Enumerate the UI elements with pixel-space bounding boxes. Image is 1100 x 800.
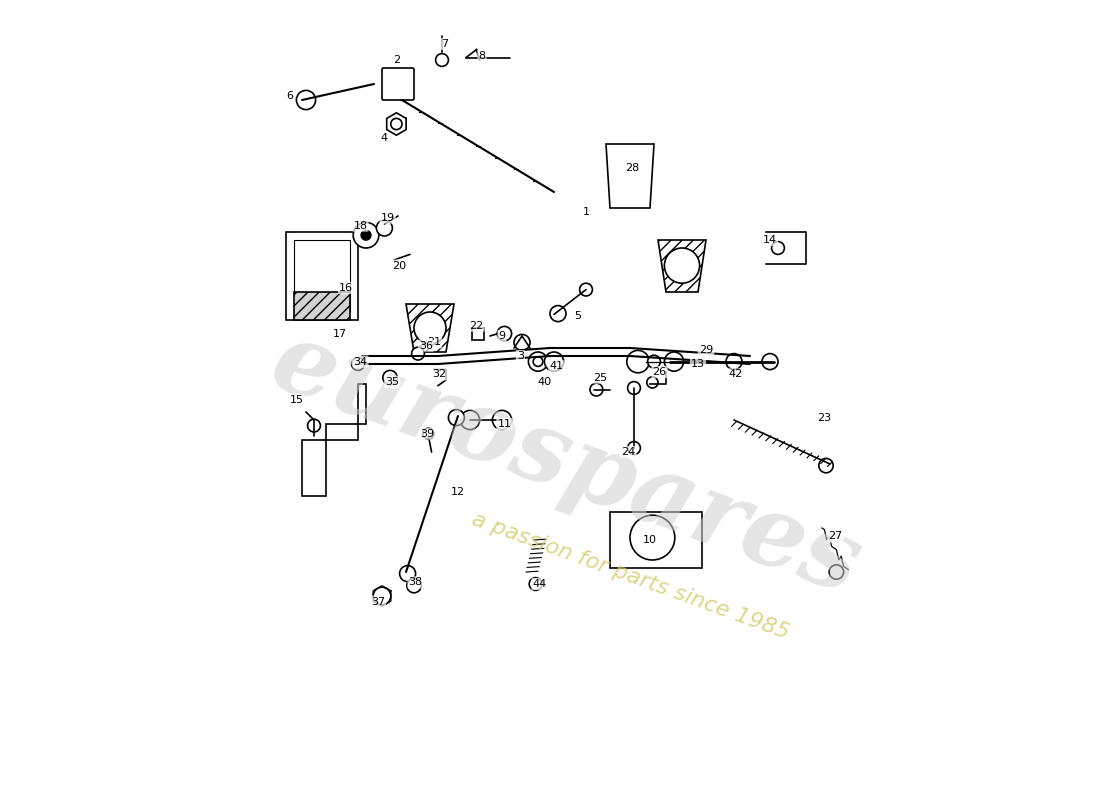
Text: 44: 44 [532,579,547,589]
Text: 15: 15 [289,395,304,405]
Circle shape [529,578,542,590]
Circle shape [361,230,371,240]
Text: 11: 11 [497,419,512,429]
Polygon shape [658,240,706,292]
Text: 23: 23 [817,413,832,422]
Text: 25: 25 [593,373,607,382]
Circle shape [449,410,464,426]
Text: 19: 19 [381,213,395,222]
Circle shape [580,283,593,296]
Circle shape [664,352,683,371]
Circle shape [528,352,548,371]
Circle shape [390,118,402,130]
Text: 5: 5 [574,311,582,321]
Text: 26: 26 [652,367,667,377]
Polygon shape [610,512,702,568]
Text: 17: 17 [332,330,346,339]
Text: 22: 22 [470,321,484,330]
Circle shape [376,220,393,236]
Circle shape [648,355,660,368]
Circle shape [353,222,378,248]
Circle shape [762,354,778,370]
Circle shape [771,242,784,254]
Circle shape [407,578,421,593]
Bar [294,240,350,312]
Circle shape [514,334,530,350]
Text: 10: 10 [644,535,657,545]
Text: 6: 6 [286,91,294,101]
Text: 9: 9 [498,331,506,341]
Text: 20: 20 [393,261,407,270]
Circle shape [414,312,446,344]
Text: 2: 2 [393,55,400,65]
Text: eurospares: eurospares [258,313,873,615]
Text: a passion for parts since 1985: a passion for parts since 1985 [469,509,792,643]
Text: 42: 42 [728,370,743,379]
Text: 35: 35 [385,378,399,387]
Polygon shape [294,292,350,320]
Text: 41: 41 [549,362,563,371]
Text: 7: 7 [441,39,448,49]
Circle shape [383,370,397,385]
Circle shape [628,442,640,454]
Text: 13: 13 [691,359,705,369]
Text: 14: 14 [763,235,777,245]
Circle shape [647,377,658,388]
Text: 21: 21 [427,338,441,347]
Circle shape [726,354,742,370]
Circle shape [373,587,390,605]
Circle shape [544,352,563,371]
Text: 34: 34 [353,357,367,366]
Circle shape [628,382,640,394]
Circle shape [664,248,700,283]
Text: 4: 4 [381,133,388,142]
Circle shape [630,515,674,560]
Polygon shape [406,304,454,352]
Text: 18: 18 [353,221,367,230]
Circle shape [534,357,542,366]
Circle shape [399,566,416,582]
Circle shape [818,458,833,473]
Text: 8: 8 [478,51,485,61]
Text: 12: 12 [451,487,465,497]
Circle shape [590,383,603,396]
Circle shape [422,428,435,439]
Circle shape [308,419,320,432]
Circle shape [829,565,844,579]
Circle shape [352,358,364,370]
Bar [472,328,484,340]
Text: 40: 40 [537,377,551,386]
Circle shape [411,347,425,360]
Circle shape [296,90,316,110]
Text: 28: 28 [625,163,639,173]
Circle shape [493,410,512,430]
Polygon shape [302,384,366,496]
Text: 16: 16 [339,283,353,293]
Text: 29: 29 [698,346,713,355]
Text: 39: 39 [420,429,434,438]
Text: 37: 37 [371,597,385,606]
Circle shape [436,54,449,66]
Text: 1: 1 [583,207,590,217]
FancyBboxPatch shape [382,68,414,100]
Text: 3: 3 [517,351,524,361]
Polygon shape [606,144,654,208]
Text: 24: 24 [621,447,636,457]
Text: 27: 27 [828,531,843,541]
Circle shape [550,306,566,322]
Text: 36: 36 [419,341,433,350]
Circle shape [627,350,649,373]
Bar [286,232,358,320]
Text: 32: 32 [432,370,447,379]
Circle shape [497,326,512,341]
Circle shape [461,410,480,430]
Text: 38: 38 [408,578,422,587]
